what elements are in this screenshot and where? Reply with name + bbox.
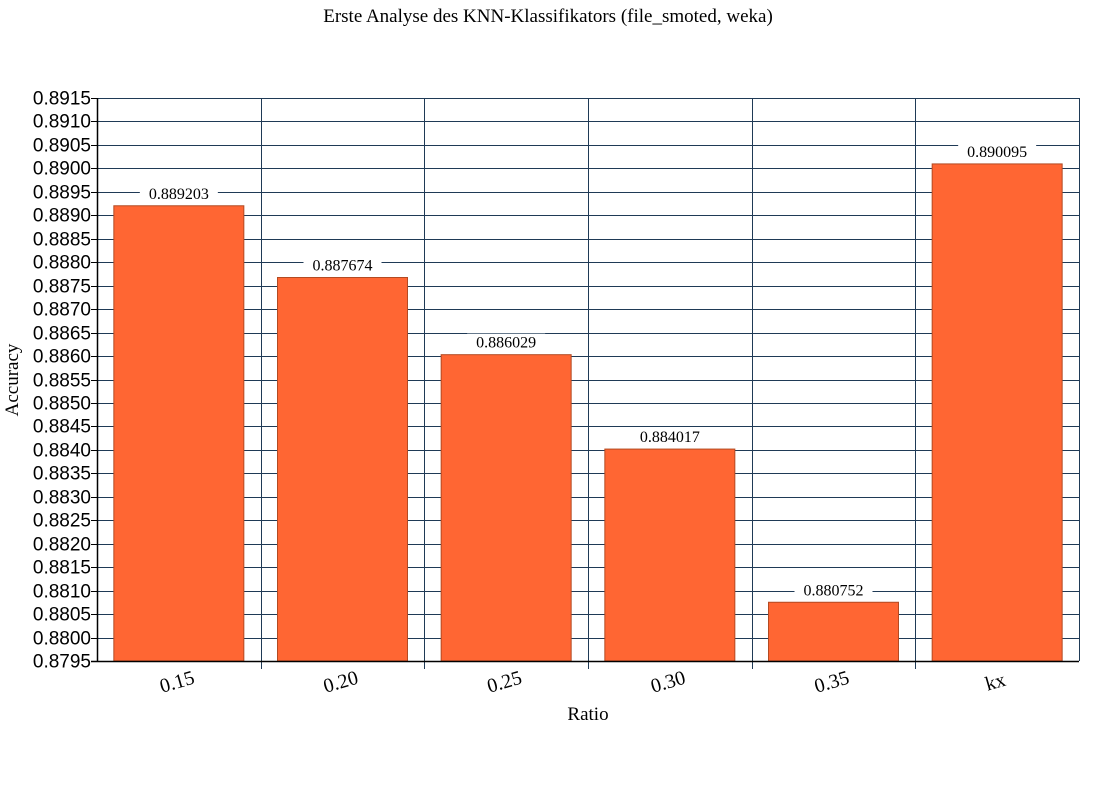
y-tick-label: 0.8855 [33,371,91,392]
bar-0.15 [113,205,245,662]
y-tick-label: 0.8890 [33,206,91,227]
y-tick-label: 0.8805 [33,605,91,626]
y-tick-label: 0.8830 [33,488,91,509]
data-label: 0.880752 [804,582,864,599]
y-tick-label: 0.8825 [33,511,91,532]
y-tick-label: 0.8860 [33,347,91,368]
y-tick-label: 0.8910 [33,112,91,133]
y-tick-label: 0.8850 [33,394,91,415]
y-tick-label: 0.8815 [33,558,91,579]
y-tick-label: 0.8880 [33,253,91,274]
y-tick-label: 0.8870 [33,300,91,321]
y-tick-label: 0.8800 [33,629,91,650]
data-label: 0.886029 [476,335,536,352]
y-tick-label: 0.8915 [33,89,91,110]
data-label-bg [794,581,873,600]
data-label: 0.887674 [313,258,373,275]
data-label: 0.890095 [967,144,1027,161]
x-tick-label: 0.15 [157,667,197,698]
x-tick-labels: 0.15 0.20 0.25 0.30 0.35 kx [157,667,1008,698]
bar-kx [931,163,1063,662]
bars-group [113,163,1063,662]
bar-0.35 [768,601,899,662]
y-tick-label: 0.8885 [33,230,91,251]
bar-0.30 [604,448,736,662]
y-tick-label: 0.8875 [33,277,91,298]
y-tick-label: 0.8835 [33,464,91,485]
x-axis-label: Ratio [567,704,608,725]
data-label-bg [139,184,218,203]
y-tick-label: 0.8905 [33,136,91,157]
bar-0.20 [277,277,408,662]
y-tick-label: 0.8795 [33,652,91,673]
y-tick-label: 0.8865 [33,324,91,345]
data-label-bg [958,142,1037,161]
x-tick-label: kx [983,669,1008,696]
y-axis-label: Accuracy [2,343,23,416]
data-label-bg [303,256,382,275]
x-tick-label: 0.35 [812,667,852,698]
data-label-bg [467,333,546,352]
data-label: 0.884017 [640,429,700,446]
data-label: 0.889203 [149,186,209,203]
y-tick-label: 0.8820 [33,535,91,556]
grid-lines [97,98,1080,669]
y-tick-label: 0.8840 [33,441,91,462]
y-tick-label: 0.8895 [33,183,91,204]
y-tick-label: 0.8900 [33,159,91,180]
axes-group [91,98,1079,663]
y-tick-label: 0.8845 [33,417,91,438]
x-tick-label: 0.25 [485,667,525,698]
y-tick-label: 0.8810 [33,582,91,603]
data-label-bg [630,428,709,447]
x-tick-label: 0.30 [648,667,688,698]
bar-0.25 [440,354,572,662]
data-labels-group: 0.889203 0.887674 0.886029 0.884017 0.880752… [139,142,1037,600]
chart-title: Erste Analyse des KNN-Klassifikators (fi… [323,6,773,27]
x-tick-label: 0.20 [321,667,361,698]
